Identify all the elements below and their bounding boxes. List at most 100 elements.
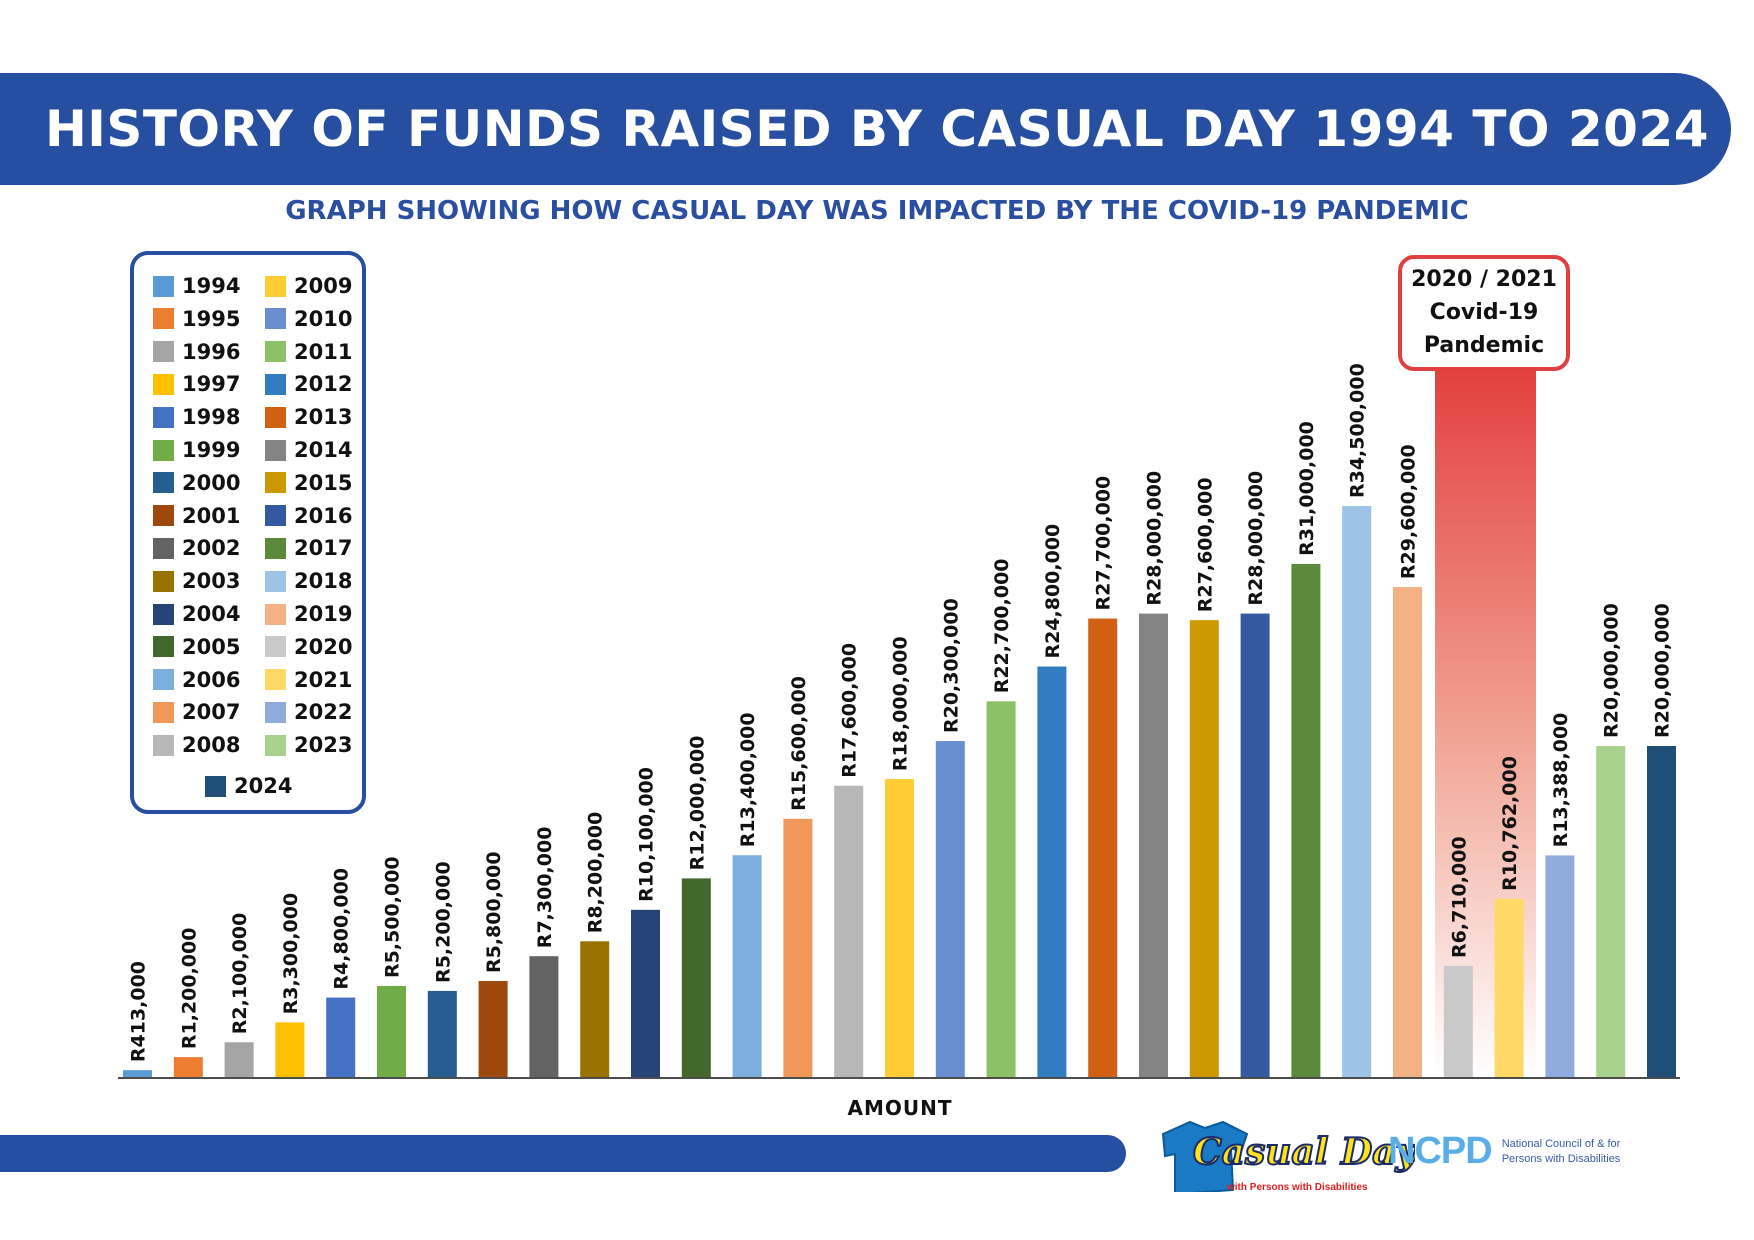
legend-label: 2018 bbox=[294, 569, 353, 594]
data-label-1996: R2,100,000 bbox=[229, 913, 251, 1035]
legend-swatch bbox=[265, 439, 286, 461]
bar-2011 bbox=[986, 701, 1016, 1077]
title-banner bbox=[0, 73, 1731, 185]
legend-item-2017: 2017 bbox=[265, 536, 352, 560]
bar-2023 bbox=[1596, 745, 1626, 1077]
legend-item-2002: 2002 bbox=[153, 536, 240, 560]
bar-1996 bbox=[224, 1042, 254, 1077]
legend-label: 2004 bbox=[182, 602, 241, 626]
bar-2005 bbox=[681, 878, 711, 1077]
data-label-1994: R413,000 bbox=[128, 961, 150, 1062]
legend-swatch bbox=[153, 275, 174, 297]
data-label-2003: R8,200,000 bbox=[585, 812, 607, 934]
legend-label: 2011 bbox=[294, 339, 353, 364]
legend-label: 2005 bbox=[182, 634, 241, 659]
legend-swatch bbox=[205, 775, 226, 797]
legend-item-2023: 2023 bbox=[265, 733, 352, 757]
legend-label: 2007 bbox=[182, 700, 241, 725]
legend-swatch bbox=[153, 472, 174, 494]
data-label-1998: R4,800,000 bbox=[331, 868, 353, 990]
legend-swatch bbox=[153, 734, 174, 756]
legend-label: 2009 bbox=[294, 274, 353, 298]
legend-label: 1995 bbox=[182, 306, 241, 331]
data-label-2002: R7,300,000 bbox=[534, 827, 556, 949]
data-label-2014: R28,000,000 bbox=[1144, 471, 1166, 606]
legend-item-2007: 2007 bbox=[153, 700, 240, 724]
legend-swatch bbox=[265, 472, 286, 494]
legend-swatch bbox=[153, 406, 174, 428]
legend-item-2021: 2021 bbox=[265, 668, 352, 692]
legend-item-2019: 2019 bbox=[265, 602, 352, 626]
legend-label: 2012 bbox=[294, 372, 353, 397]
data-label-2023: R20,000,000 bbox=[1601, 603, 1623, 738]
bar-2008 bbox=[834, 785, 864, 1077]
legend-swatch bbox=[265, 275, 286, 297]
legend-swatch bbox=[265, 308, 286, 330]
bar-2007 bbox=[783, 818, 813, 1077]
legend-item-1997: 1997 bbox=[153, 372, 240, 396]
legend-swatch bbox=[265, 603, 286, 625]
legend-label: 2000 bbox=[182, 470, 241, 495]
ncpd-name-line2: Persons with Disabilities bbox=[1501, 1152, 1621, 1165]
x-axis-title: AMOUNT bbox=[847, 1096, 953, 1120]
legend-swatch bbox=[265, 373, 286, 395]
legend-swatch bbox=[265, 406, 286, 428]
legend-item-2024: 2024 bbox=[205, 774, 292, 798]
legend-item-2005: 2005 bbox=[153, 635, 240, 659]
legend-swatch bbox=[265, 570, 286, 592]
legend-item-2018: 2018 bbox=[265, 569, 352, 593]
bar-2010 bbox=[935, 741, 965, 1077]
legend-swatch bbox=[153, 308, 174, 330]
legend-label: 2010 bbox=[294, 306, 353, 331]
bar-2014 bbox=[1139, 613, 1168, 1077]
data-label-2007: R15,600,000 bbox=[788, 676, 810, 811]
bar-2019 bbox=[1393, 587, 1422, 1077]
legend-item-2009: 2009 bbox=[265, 274, 352, 298]
legend-item-1994: 1994 bbox=[153, 274, 240, 298]
data-label-2016: R28,000,000 bbox=[1245, 471, 1267, 606]
legend-swatch bbox=[153, 669, 174, 691]
bar-2003 bbox=[580, 941, 610, 1077]
legend-item-2020: 2020 bbox=[265, 635, 352, 659]
footer-bar bbox=[0, 1135, 1126, 1172]
data-label-2022: R13,388,000 bbox=[1550, 713, 1572, 848]
legend-item-2011: 2011 bbox=[265, 340, 352, 364]
legend-item-2014: 2014 bbox=[265, 438, 352, 462]
legend-swatch bbox=[265, 734, 286, 756]
data-label-2024: R20,000,000 bbox=[1652, 603, 1674, 738]
legend-swatch bbox=[265, 669, 286, 691]
data-label-2004: R10,100,000 bbox=[636, 767, 658, 902]
data-label-2005: R12,000,000 bbox=[686, 736, 708, 871]
legend-item-2003: 2003 bbox=[153, 569, 240, 593]
bar-1997 bbox=[275, 1022, 305, 1077]
covid-annotation-box: 2020 / 2021 Covid-19 Pandemic bbox=[1398, 255, 1570, 371]
legend-label: 2017 bbox=[294, 536, 353, 561]
covid-annotation-pandemic: Pandemic bbox=[1423, 333, 1545, 358]
legend-item-1995: 1995 bbox=[153, 307, 240, 331]
casual-day-logo: Casual Day with Persons with Disabilitie… bbox=[1161, 1120, 1415, 1192]
bar-2024 bbox=[1647, 745, 1676, 1077]
data-label-2021: R10,762,000 bbox=[1499, 756, 1521, 891]
bar-2002 bbox=[529, 956, 559, 1077]
legend-swatch bbox=[265, 701, 286, 723]
data-label-1995: R1,200,000 bbox=[178, 928, 200, 1050]
data-label-1999: R5,500,000 bbox=[382, 856, 404, 978]
legend-label: 1999 bbox=[182, 438, 241, 462]
legend-item-1996: 1996 bbox=[153, 340, 240, 364]
legend-label: 2013 bbox=[294, 405, 353, 430]
legend-label: 2024 bbox=[234, 774, 293, 798]
legend-item-2010: 2010 bbox=[265, 307, 352, 331]
legend-label: 2021 bbox=[294, 667, 353, 692]
legend-swatch bbox=[153, 505, 174, 527]
ncpd-wordmark: NCPD bbox=[1388, 1130, 1493, 1172]
legend-label: 2006 bbox=[182, 667, 241, 692]
data-label-2019: R29,600,000 bbox=[1398, 444, 1420, 579]
legend-item-1998: 1998 bbox=[153, 405, 240, 429]
legend-label: 1998 bbox=[182, 405, 241, 430]
legend-item-2016: 2016 bbox=[265, 504, 352, 528]
legend-label: 2014 bbox=[294, 438, 353, 462]
chart-legend: 1994 1995 1996 1997 1998 1999 2000 2001 2002 2003… bbox=[130, 251, 366, 814]
legend-label: 2019 bbox=[294, 602, 353, 626]
legend-swatch bbox=[265, 537, 286, 559]
